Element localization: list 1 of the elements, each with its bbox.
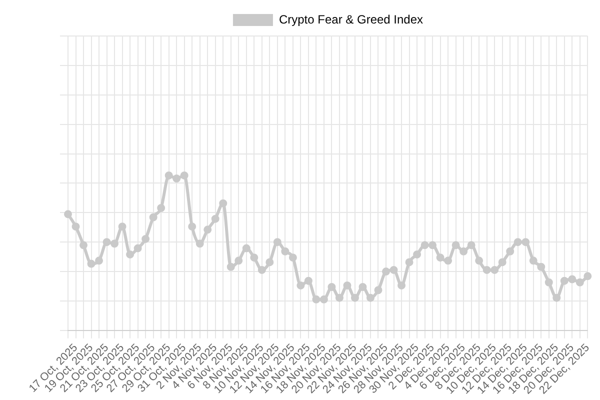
legend-label: Crypto Fear & Greed Index	[278, 12, 424, 26]
